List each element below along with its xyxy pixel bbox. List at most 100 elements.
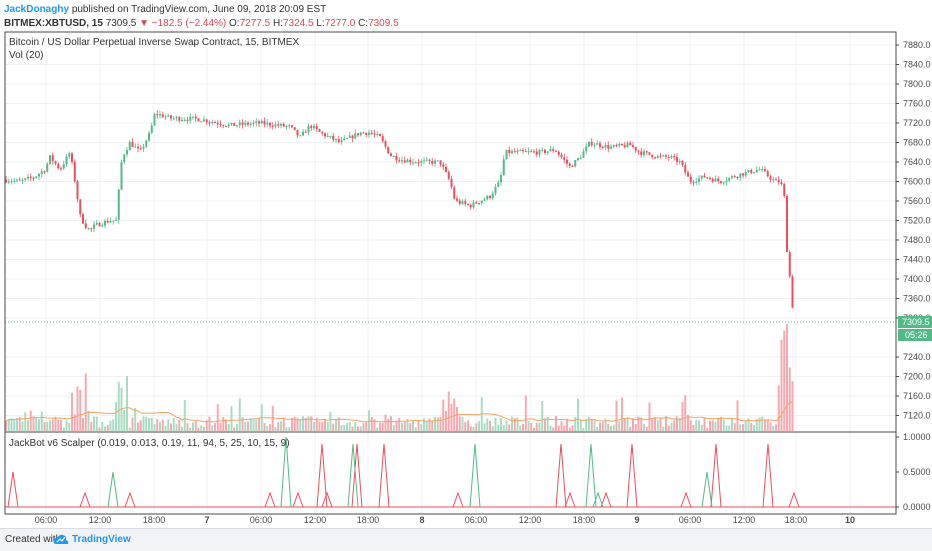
candle-body[interactable] — [106, 220, 109, 223]
candle-body[interactable] — [216, 122, 219, 125]
candle-body[interactable] — [412, 162, 414, 164]
candle-body[interactable] — [643, 151, 645, 155]
candle-body[interactable] — [775, 179, 777, 181]
candle-body[interactable] — [128, 141, 131, 151]
candle-body[interactable] — [258, 121, 260, 124]
candle-body[interactable] — [219, 124, 222, 126]
candle-body[interactable] — [178, 117, 181, 121]
candle-body[interactable] — [21, 179, 24, 181]
candle-body[interactable] — [71, 153, 73, 162]
candle-body[interactable] — [648, 152, 651, 155]
candle-body[interactable] — [357, 133, 359, 136]
candle-body[interactable] — [398, 160, 401, 162]
candle-body[interactable] — [571, 165, 574, 167]
candle-body[interactable] — [706, 177, 709, 179]
candle-body[interactable] — [43, 171, 46, 173]
candle-body[interactable] — [170, 115, 172, 119]
candle-body[interactable] — [585, 146, 588, 152]
candle-body[interactable] — [351, 135, 354, 139]
candle-body[interactable] — [5, 179, 7, 183]
candle-body[interactable] — [607, 144, 610, 149]
candle-body[interactable] — [302, 131, 304, 136]
candle-body[interactable] — [596, 143, 599, 145]
candle-body[interactable] — [142, 146, 145, 149]
candle-body[interactable] — [755, 170, 758, 173]
candle-body[interactable] — [634, 146, 637, 151]
candle-body[interactable] — [104, 220, 106, 226]
candle-body[interactable] — [280, 123, 282, 126]
candle-body[interactable] — [159, 114, 161, 116]
candle-body[interactable] — [29, 176, 32, 178]
candle-body[interactable] — [552, 149, 555, 152]
tradingview-brand[interactable]: TradingView — [72, 534, 131, 545]
candle-body[interactable] — [530, 151, 533, 153]
candle-body[interactable] — [601, 146, 604, 148]
candle-body[interactable] — [744, 171, 747, 176]
candle-body[interactable] — [445, 166, 447, 172]
candle-body[interactable] — [299, 135, 302, 137]
candle-body[interactable] — [654, 157, 656, 159]
candle-body[interactable] — [348, 135, 351, 139]
candle-body[interactable] — [244, 122, 247, 125]
candle-body[interactable] — [134, 146, 137, 148]
candle-body[interactable] — [401, 160, 403, 162]
candle-body[interactable] — [32, 177, 35, 179]
candle-body[interactable] — [194, 116, 197, 119]
candle-body[interactable] — [137, 146, 139, 149]
candle-body[interactable] — [354, 133, 357, 139]
candle-body[interactable] — [79, 199, 82, 215]
candle-body[interactable] — [101, 225, 104, 227]
candle-body[interactable] — [640, 151, 643, 155]
candle-body[interactable] — [678, 160, 681, 162]
candle-body[interactable] — [772, 179, 775, 181]
candle-body[interactable] — [343, 138, 346, 140]
candle-body[interactable] — [230, 122, 233, 125]
candle-body[interactable] — [252, 122, 255, 124]
candle-body[interactable] — [93, 224, 95, 229]
candle-body[interactable] — [684, 164, 687, 173]
chart-canvas[interactable]: Bitcoin / US Dollar Perpetual Inverse Sw… — [0, 0, 932, 528]
candle-body[interactable] — [436, 160, 439, 162]
candle-body[interactable] — [623, 145, 626, 148]
candle-body[interactable] — [739, 173, 742, 178]
candle-body[interactable] — [35, 176, 38, 178]
candle-body[interactable] — [332, 135, 335, 140]
candle-body[interactable] — [95, 222, 98, 225]
candle-body[interactable] — [406, 159, 409, 163]
candle-body[interactable] — [560, 154, 563, 158]
candle-body[interactable] — [747, 169, 750, 172]
candle-body[interactable] — [288, 125, 291, 127]
candle-body[interactable] — [62, 164, 65, 169]
candle-body[interactable] — [568, 163, 571, 166]
candle-body[interactable] — [271, 125, 274, 127]
candlestick-series[interactable] — [5, 110, 794, 309]
candle-body[interactable] — [467, 203, 469, 205]
candle-body[interactable] — [736, 177, 739, 179]
candle-body[interactable] — [73, 161, 76, 182]
candle-body[interactable] — [54, 161, 57, 164]
time-axis[interactable]: 06:00 12:00 18:00 7 06:00 12:00 18:00 8 06:00 12:… — [35, 515, 855, 525]
candle-body[interactable] — [733, 176, 736, 178]
candle-body[interactable] — [489, 195, 491, 198]
candle-body[interactable] — [82, 214, 84, 224]
candle-body[interactable] — [269, 122, 271, 126]
candle-body[interactable] — [511, 151, 513, 154]
candle-body[interactable] — [359, 132, 362, 136]
candle-body[interactable] — [698, 178, 700, 182]
tradingview-cloud-icon[interactable] — [53, 532, 69, 546]
candle-body[interactable] — [109, 221, 112, 223]
candle-body[interactable] — [315, 126, 318, 130]
candle-body[interactable] — [420, 161, 423, 164]
candle-body[interactable] — [538, 149, 541, 155]
candle-body[interactable] — [167, 115, 170, 117]
candle-body[interactable] — [60, 168, 62, 170]
candle-body[interactable] — [329, 135, 332, 137]
candle-body[interactable] — [255, 121, 258, 123]
candle-body[interactable] — [337, 139, 340, 142]
candle-body[interactable] — [621, 143, 623, 146]
candle-body[interactable] — [464, 201, 467, 204]
candle-body[interactable] — [368, 132, 370, 135]
candle-body[interactable] — [139, 148, 142, 150]
candle-body[interactable] — [662, 155, 665, 157]
candle-body[interactable] — [502, 159, 505, 176]
